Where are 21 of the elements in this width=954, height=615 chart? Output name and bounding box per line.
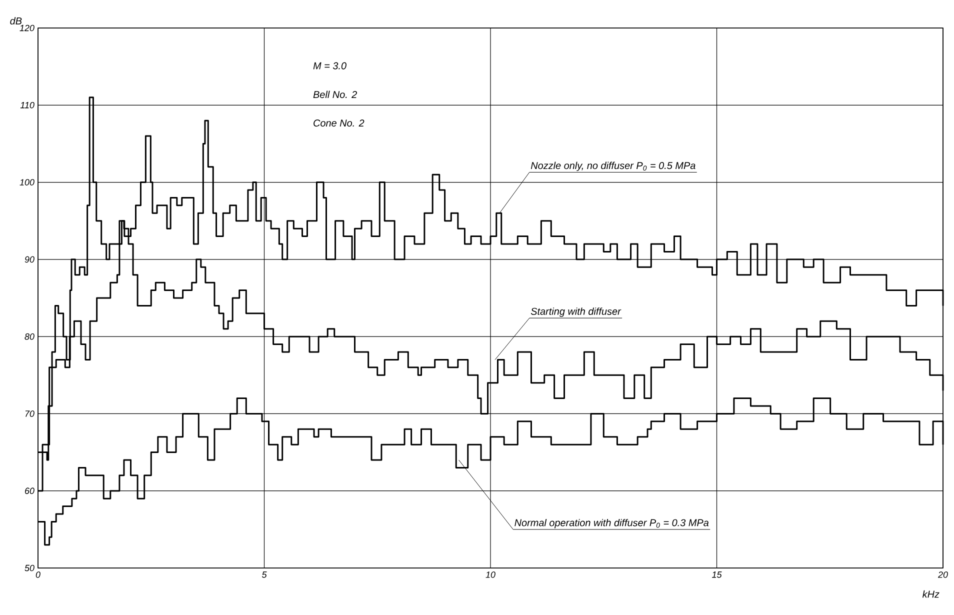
x-tick-label: 20 bbox=[938, 572, 948, 578]
x-tick-label: 10 bbox=[486, 572, 496, 578]
x-tick-label: 5 bbox=[262, 572, 267, 578]
annotation: M = 3.0 bbox=[313, 62, 346, 70]
y-tick-label: 60 bbox=[25, 488, 34, 494]
y-tick-label: 50 bbox=[24, 564, 34, 572]
y-tick-label: 70 bbox=[25, 410, 34, 417]
annotation: Normal operation with diffuser P$_{0}$ = 0.3 MPa bbox=[514, 518, 709, 528]
y-tick-label: 80 bbox=[24, 333, 34, 340]
x-axis-title: kHz bbox=[922, 590, 940, 598]
y-axis-title: dB bbox=[10, 17, 22, 24]
annotation: Starting with diffuser bbox=[530, 308, 622, 317]
y-tick-label: 100 bbox=[20, 179, 34, 186]
annotation: Cone No. 2 bbox=[314, 120, 364, 127]
x-tick-label: 15 bbox=[712, 572, 722, 578]
x-tick-label: 0 bbox=[36, 572, 40, 578]
annotation: Nozzle only, no diffuser P$_{0}$ = 0.5 MPa bbox=[530, 162, 696, 172]
annotation: Bell No. 2 bbox=[313, 90, 357, 98]
y-tick-label: 110 bbox=[20, 102, 34, 108]
y-tick-label: 90 bbox=[24, 256, 34, 263]
y-tick-label: 120 bbox=[20, 24, 34, 32]
